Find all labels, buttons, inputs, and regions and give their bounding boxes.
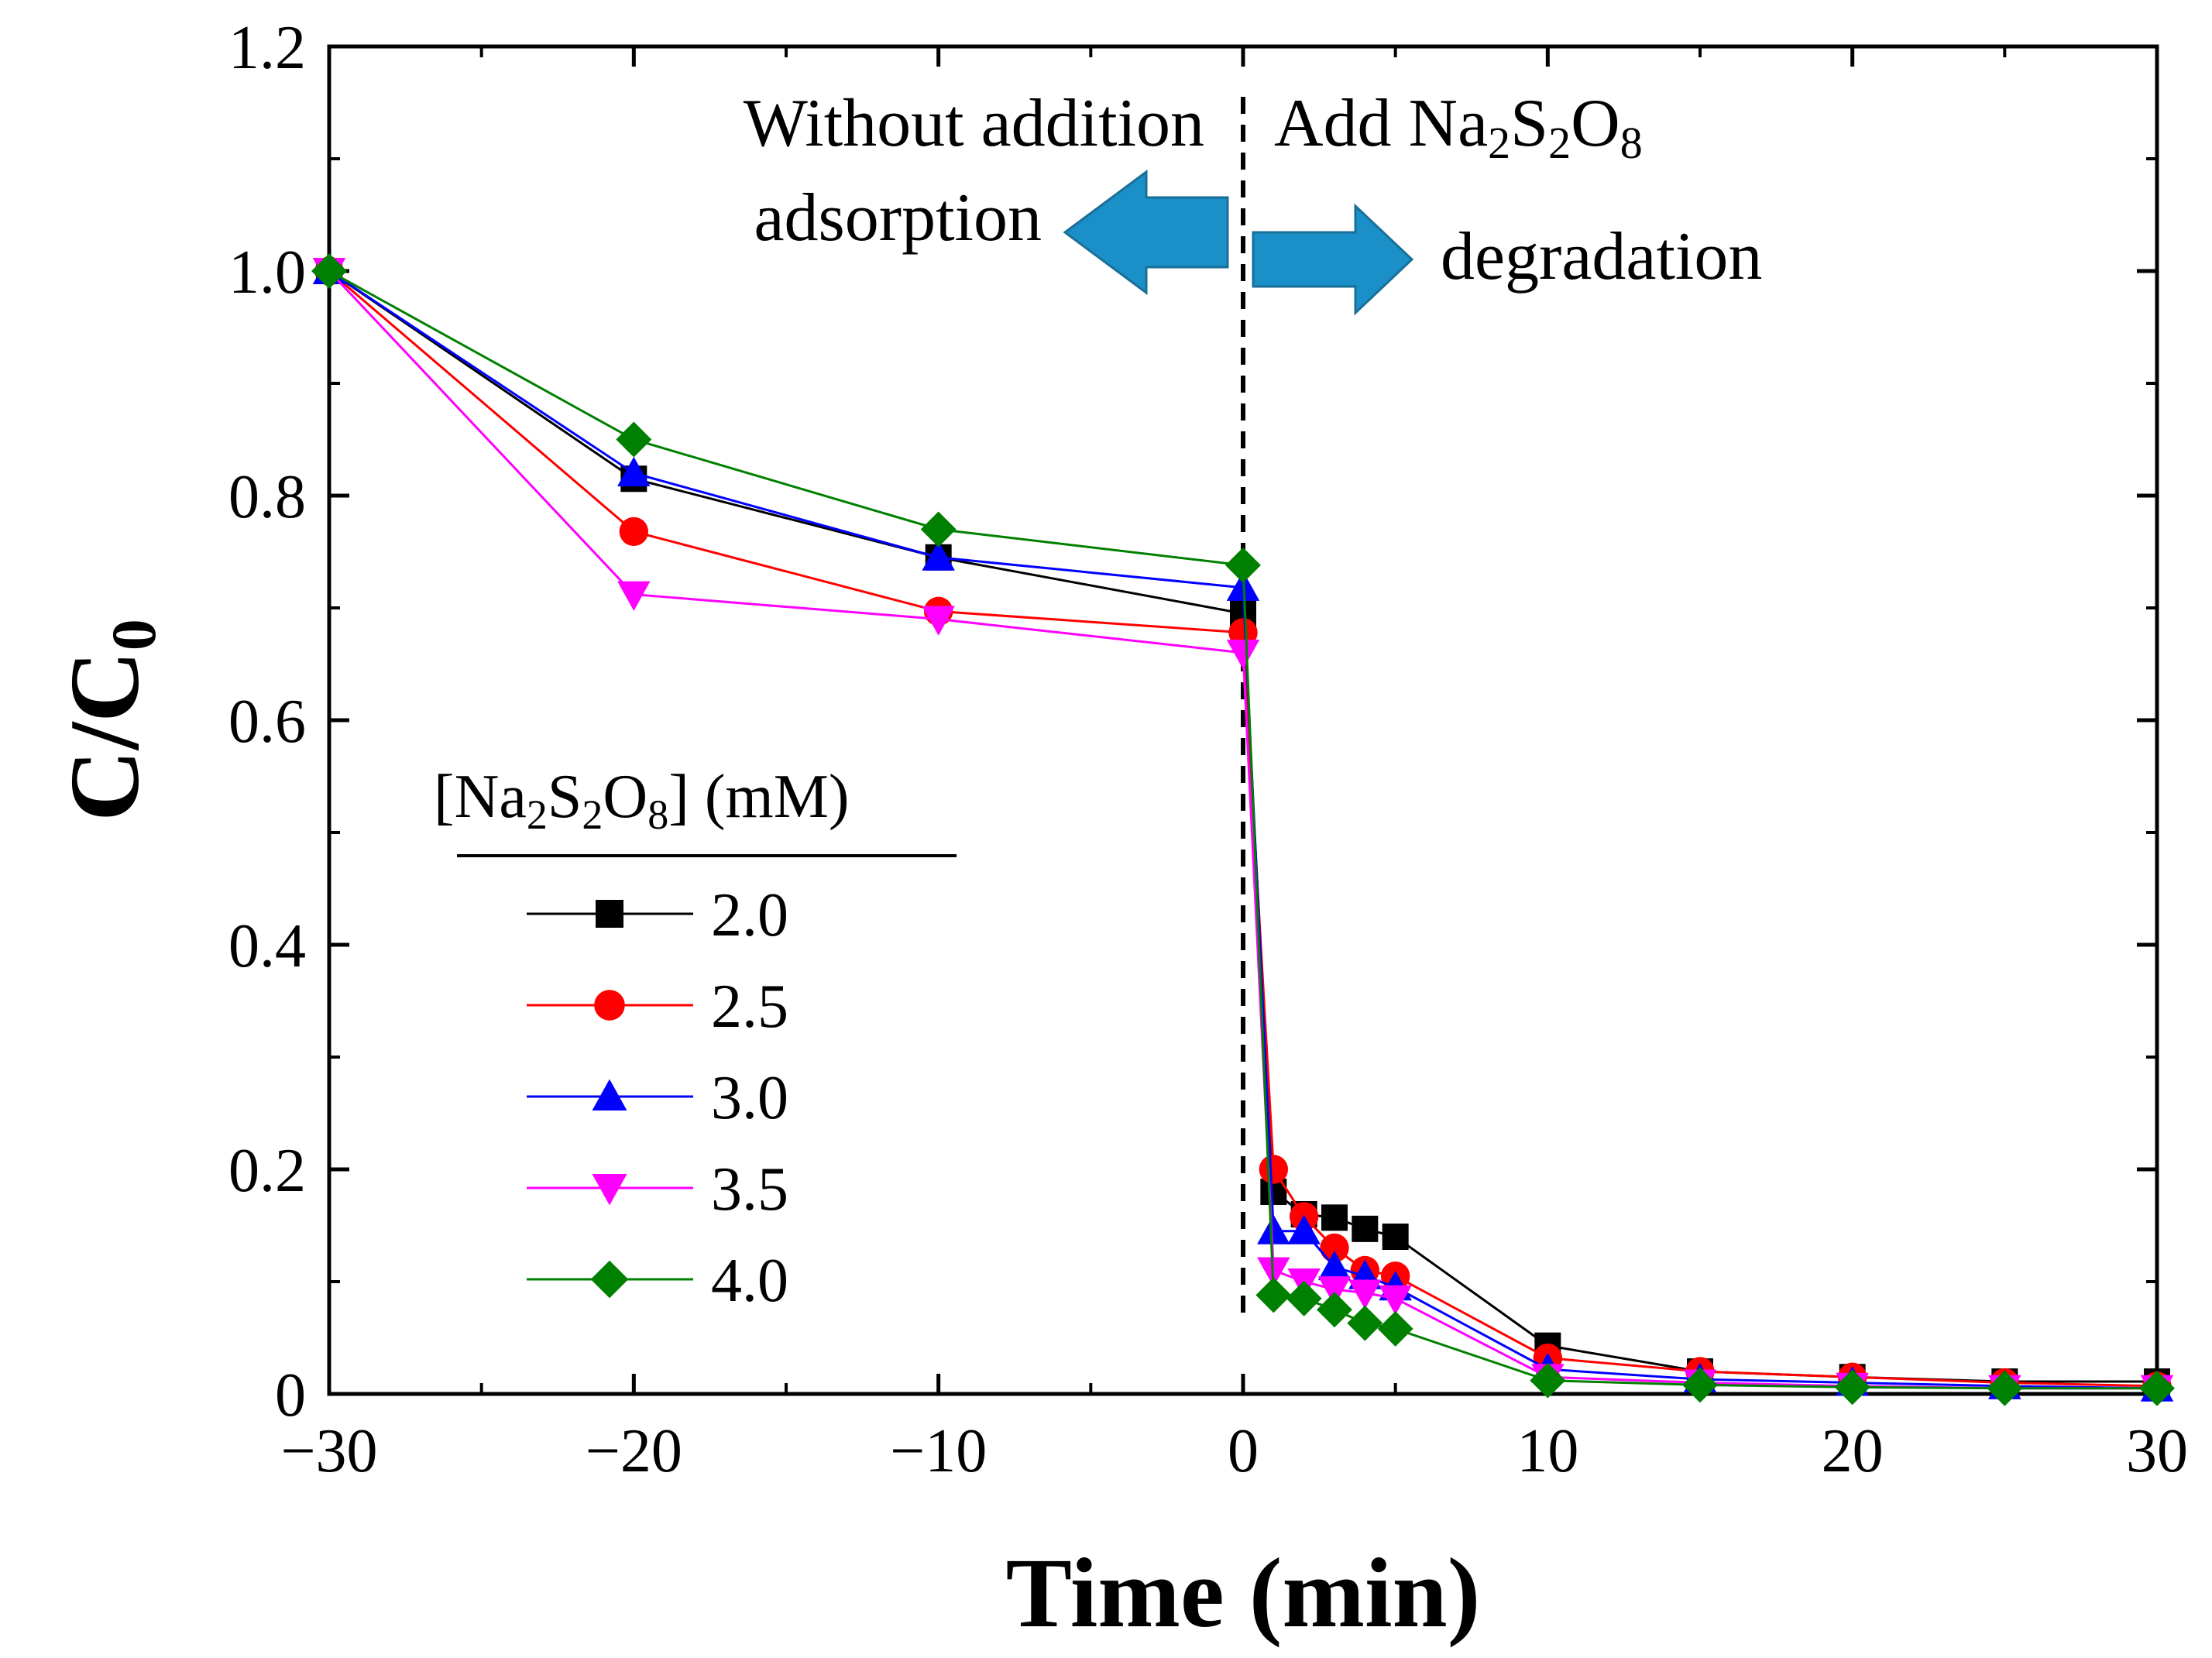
legend-items: 2.0 2.5 3.0 3.5 4.0	[527, 881, 788, 1315]
data-point	[616, 422, 651, 458]
y-tick-label: 1.2	[228, 14, 306, 82]
x-tick-label: −10	[890, 1417, 987, 1485]
x-tick-label: 20	[1822, 1417, 1884, 1485]
data-point	[620, 517, 648, 546]
annotation-right-line2: degradation	[1441, 219, 1762, 294]
annotation-right-sub1: 2	[1488, 118, 1510, 168]
data-point	[1382, 1224, 1409, 1250]
legend-marker	[594, 990, 625, 1021]
chart: −30 −20 −10 0 10 20 3000.20.40.60.81.01.2 Time…	[0, 0, 2212, 1658]
annotation-right-prefix: Add Na	[1274, 86, 1488, 161]
data-point	[1255, 1277, 1291, 1313]
legend-item: 2.0	[527, 881, 788, 949]
annotation-right-line1: Add Na2S2O8	[1274, 86, 1643, 168]
legend-title-mid2: O	[603, 763, 647, 831]
data-point	[1378, 1311, 1413, 1347]
legend-title-sub1: 2	[527, 791, 548, 838]
legend: [Na2S2O8] (mM) 2.02.53.03.54.0	[434, 763, 957, 1315]
annotation-right-sub3: 8	[1620, 118, 1643, 168]
legend-label: 2.0	[711, 881, 788, 949]
legend-marker	[592, 1080, 627, 1111]
data-point	[1257, 1215, 1290, 1244]
x-tick-label: −20	[586, 1417, 682, 1485]
legend-label: 2.5	[711, 973, 788, 1041]
legend-title-mid: S	[548, 763, 582, 831]
legend-title-sub2: 2	[582, 791, 603, 838]
legend-item: 3.0	[527, 1064, 788, 1132]
y-tick-label: 0.2	[228, 1137, 306, 1205]
y-axis-title-sub: 0	[98, 619, 169, 650]
legend-marker	[596, 900, 623, 928]
y-tick-label: 0.6	[228, 688, 306, 756]
legend-marker	[592, 1174, 627, 1206]
legend-title-suffix: ] (mM)	[668, 763, 849, 831]
legend-label: 4.0	[711, 1247, 788, 1315]
legend-item: 2.5	[527, 973, 788, 1041]
annotation-left-line1: Without addition	[744, 86, 1204, 161]
legend-title: [Na2S2O8] (mM)	[434, 763, 849, 838]
data-point	[1317, 1292, 1352, 1327]
data-point	[1259, 1155, 1288, 1183]
data-point	[1225, 548, 1261, 583]
data-point	[1347, 1306, 1382, 1341]
y-axis-title: C/C0	[50, 619, 169, 821]
legend-marker	[591, 1261, 629, 1299]
legend-label: 3.5	[711, 1155, 788, 1224]
annotation-left-line2: adsorption	[754, 180, 1042, 256]
annotation-right-mid: S	[1510, 86, 1548, 161]
x-tick-label: 10	[1516, 1417, 1578, 1485]
arrow-right-icon	[1253, 206, 1412, 313]
annotation-right-mid2: O	[1571, 86, 1620, 161]
data-point	[1352, 1216, 1378, 1242]
y-tick-label: 1.0	[228, 239, 306, 307]
data-point	[1321, 1204, 1348, 1231]
legend-item: 4.0	[527, 1247, 788, 1315]
y-axis-title-main: C/C	[50, 650, 160, 821]
data-point	[1227, 640, 1260, 669]
legend-title-sub3: 8	[647, 791, 668, 838]
legend-title-prefix: [Na	[434, 763, 527, 831]
y-tick-label: 0	[275, 1361, 306, 1430]
legend-label: 3.0	[711, 1064, 788, 1132]
annotation-right-sub2: 2	[1548, 118, 1571, 168]
x-axis-title: Time (min)	[1006, 1538, 1481, 1648]
x-tick-label: 0	[1228, 1417, 1259, 1485]
arrow-left-icon	[1065, 172, 1228, 293]
x-tick-label: 30	[2126, 1417, 2188, 1485]
y-tick-label: 0.8	[228, 463, 306, 531]
legend-item: 3.5	[527, 1155, 788, 1224]
data-point	[921, 512, 957, 548]
y-tick-label: 0.4	[228, 912, 306, 980]
